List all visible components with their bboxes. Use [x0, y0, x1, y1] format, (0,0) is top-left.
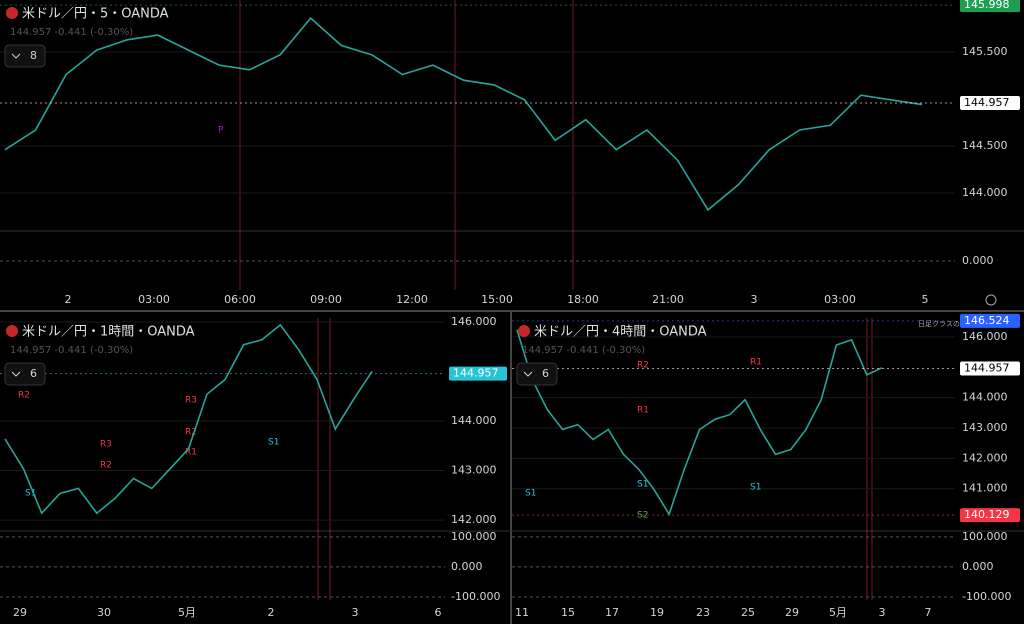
- pivot-label: P: [218, 126, 224, 136]
- osc-tick-label: 0.000: [962, 560, 994, 573]
- chevron: [11, 371, 21, 377]
- osc-tick-label: 0.000: [451, 560, 483, 573]
- pivot-label: S1: [268, 438, 279, 448]
- y-tick-label: 146.000: [962, 330, 1008, 343]
- price-badge-label: 140.129: [964, 508, 1010, 521]
- time-label: 2: [65, 293, 72, 306]
- time-label: 11: [515, 606, 529, 619]
- price-badge-label: 144.957: [964, 362, 1010, 375]
- price-change: 144.957 -0.441 (-0.30%): [522, 345, 645, 356]
- price-badge-label: 144.957: [453, 367, 499, 380]
- time-label: 5: [922, 293, 929, 306]
- interval-box[interactable]: [516, 362, 558, 386]
- time-label: 15:00: [481, 293, 513, 306]
- pivot-label: R3: [185, 396, 197, 406]
- time-label: 15: [561, 606, 575, 619]
- price-badge: [960, 96, 1020, 111]
- price-line: [4, 323, 373, 515]
- symbol-title[interactable]: 米ドル／円・5・OANDA: [22, 7, 169, 22]
- pivot-label: R1: [637, 406, 649, 416]
- time-label: 21:00: [652, 293, 684, 306]
- time-label: 6: [435, 606, 442, 619]
- symbol-title[interactable]: 米ドル／円・4時間・OANDA: [534, 325, 707, 340]
- time-label: 18:00: [567, 293, 599, 306]
- price-badge: [960, 361, 1020, 376]
- price-badge-label: 146.524: [964, 314, 1010, 327]
- price-badge-label: 144.957: [964, 96, 1010, 109]
- pivot-label: R2: [100, 461, 112, 471]
- interval-box[interactable]: [4, 362, 46, 386]
- y-tick-label: 146.000: [451, 315, 497, 328]
- price-badge: [960, 0, 1020, 13]
- pivot-label: R2: [18, 391, 30, 401]
- time-label: 3: [352, 606, 359, 619]
- interval-value[interactable]: 8: [30, 49, 37, 62]
- interval-value[interactable]: 6: [542, 367, 549, 380]
- osc-tick-label: 100.000: [451, 530, 497, 543]
- osc-tick-label: -100.000: [962, 590, 1011, 603]
- osc-tick-label: -100.000: [451, 590, 500, 603]
- time-label: 5月: [178, 606, 196, 619]
- y-tick-label: 143.000: [451, 464, 497, 477]
- settings-icon[interactable]: [985, 294, 997, 306]
- time-label: 29: [13, 606, 27, 619]
- pivot-label: R1: [185, 448, 197, 458]
- chevron: [523, 371, 533, 377]
- time-label: 29: [785, 606, 799, 619]
- price-badge: [960, 508, 1020, 523]
- y-tick-label: 144.000: [962, 186, 1008, 199]
- y-tick-label: 144.000: [451, 414, 497, 427]
- pivot-label: S1: [637, 480, 648, 490]
- time-label: 17: [605, 606, 619, 619]
- symbol-icon[interactable]: [6, 325, 18, 337]
- pivot-label: S1: [750, 483, 761, 493]
- time-label: 3: [751, 293, 758, 306]
- price-badge: [449, 366, 507, 381]
- price-line: [516, 329, 883, 517]
- interval-value[interactable]: 6: [30, 367, 37, 380]
- pivot-label: S1: [25, 489, 36, 499]
- osc-tick-label: 0.000: [962, 254, 994, 267]
- price-change: 144.957 -0.441 (-0.30%): [10, 345, 133, 356]
- pivot-label: R2: [637, 361, 649, 371]
- time-label: 09:00: [310, 293, 342, 306]
- y-tick-label: 142.000: [451, 513, 497, 526]
- time-label: 3: [879, 606, 886, 619]
- time-label: 25: [741, 606, 755, 619]
- time-label: 03:00: [824, 293, 856, 306]
- y-tick-label: 141.000: [962, 482, 1008, 495]
- symbol-title[interactable]: 米ドル／円・1時間・OANDA: [22, 325, 195, 340]
- time-label: 2: [268, 606, 275, 619]
- pivot-label: R3: [100, 440, 112, 450]
- time-label: 19: [650, 606, 664, 619]
- y-tick-label: 143.000: [962, 421, 1008, 434]
- pivot-label: 日足クラスの直近安値: [918, 319, 988, 328]
- symbol-icon[interactable]: [6, 7, 18, 19]
- y-tick-label: 144.500: [962, 139, 1008, 152]
- time-label: 06:00: [224, 293, 256, 306]
- symbol-icon[interactable]: [518, 325, 530, 337]
- time-label: 03:00: [138, 293, 170, 306]
- price-change: 144.957 -0.441 (-0.30%): [10, 27, 133, 38]
- time-label: 23: [696, 606, 710, 619]
- osc-tick-label: 100.000: [962, 530, 1008, 543]
- y-tick-label: 142.000: [962, 451, 1008, 464]
- chevron: [11, 53, 21, 59]
- y-tick-label: 144.000: [962, 391, 1008, 404]
- time-label: 30: [97, 606, 111, 619]
- interval-box[interactable]: [4, 44, 46, 68]
- price-line: [4, 16, 923, 212]
- time-label: 12:00: [396, 293, 428, 306]
- time-label: 7: [925, 606, 932, 619]
- price-badge: [960, 313, 1020, 328]
- pivot-label: R1: [750, 358, 762, 368]
- y-tick-label: 145.500: [962, 45, 1008, 58]
- pivot-label: S1: [525, 489, 536, 499]
- price-badge-label: 145.998: [964, 0, 1010, 11]
- time-label: 5月: [829, 606, 847, 619]
- pivot-label: R2: [185, 428, 197, 438]
